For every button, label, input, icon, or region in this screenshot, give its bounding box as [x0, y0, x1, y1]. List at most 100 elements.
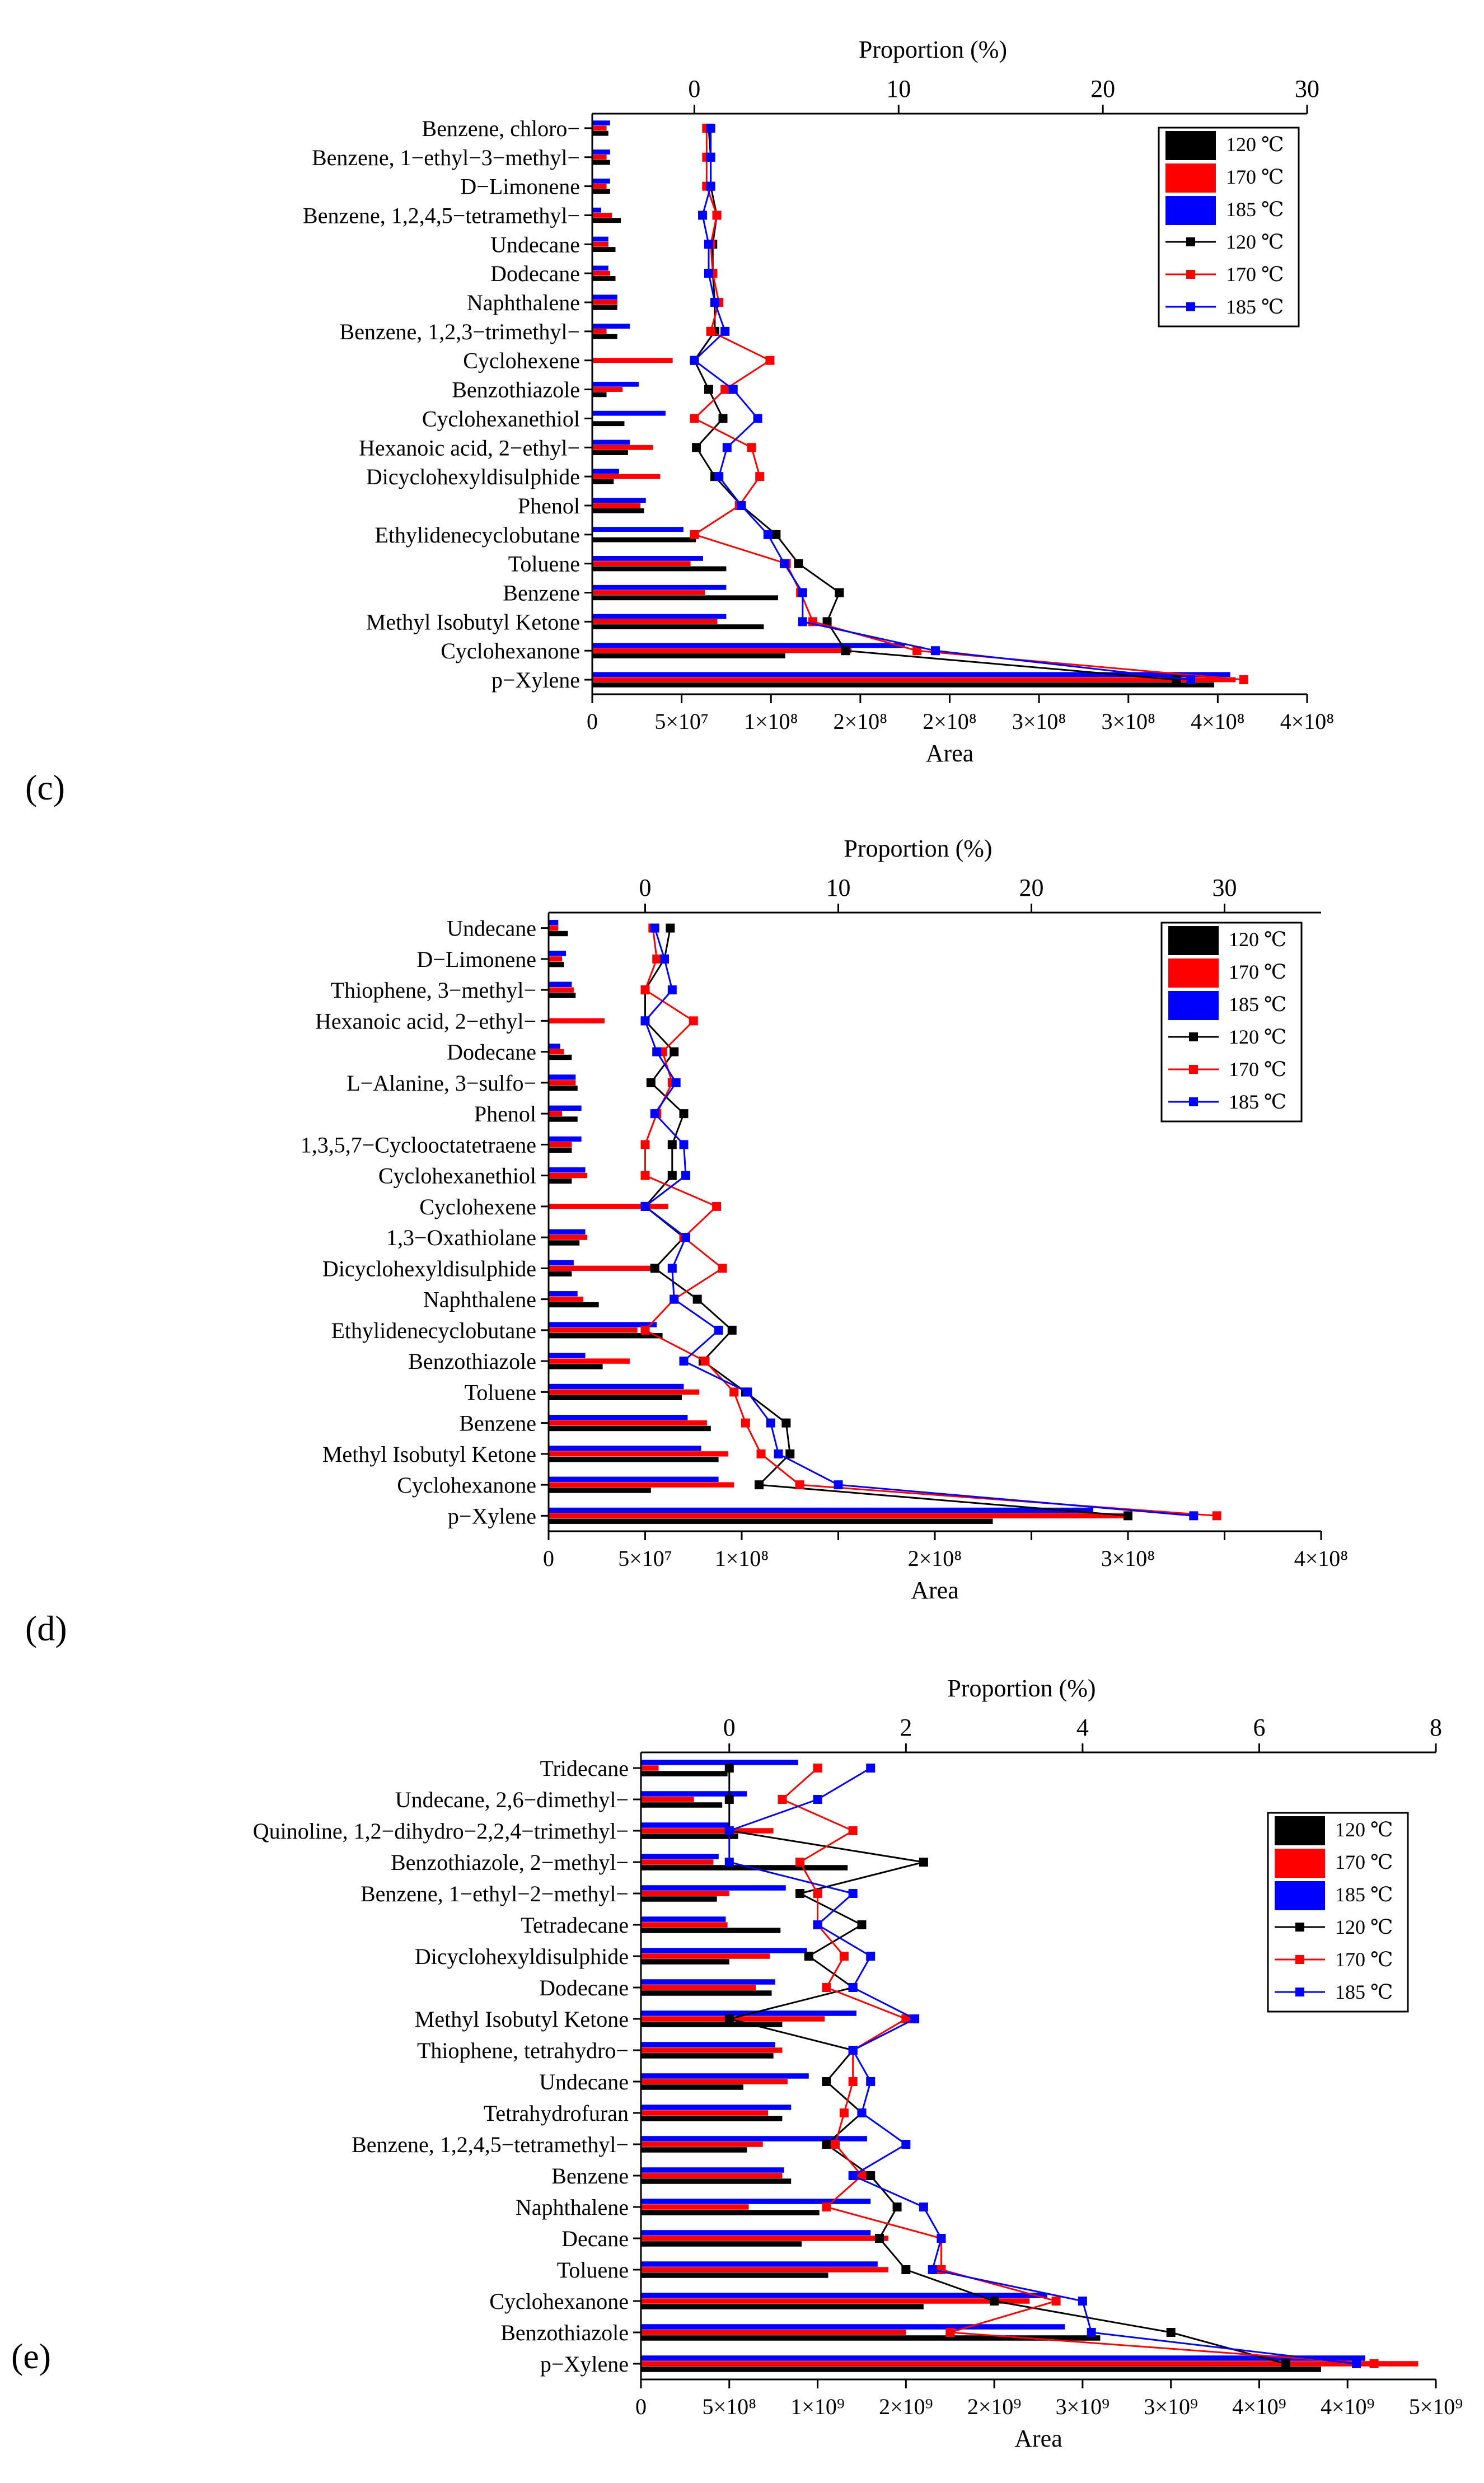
line-point-2-8 — [747, 443, 756, 452]
legend-swatch-marker — [1186, 237, 1195, 246]
legend-swatch-marker — [1295, 1988, 1304, 1996]
bar-120-7 — [592, 479, 614, 484]
category-label: Methyl Isobutyl Ketone — [366, 609, 580, 634]
bar-185-9 — [549, 1229, 586, 1235]
legend-swatch-marker — [1189, 1032, 1198, 1041]
line-point-3-19 — [866, 1764, 876, 1773]
legend-swatch-bar — [1275, 1816, 1325, 1845]
x2-tick-label: 0 — [639, 874, 652, 901]
legend-label: 185 ℃ — [1335, 1981, 1393, 2003]
line-point-1-10 — [704, 385, 713, 394]
category-label: Benzene, 1,2,4,5−tetramethyl− — [303, 203, 580, 228]
bar-120-4 — [549, 1395, 682, 1400]
line-point-2-10 — [720, 385, 730, 394]
bar-185-2 — [641, 2293, 1047, 2298]
legend-label: 185 ℃ — [1229, 993, 1286, 1016]
line-point-2-10 — [712, 1201, 722, 1211]
line-point-3-13 — [710, 298, 719, 307]
chart-panel-c: 0 5×10⁷ 1×10⁸ 2×10⁸ 2×10⁸ 3×10⁸ 3×10⁸ 4×10⁸ 4×10… — [25, 36, 1334, 807]
category-label: Dodecane — [447, 1040, 536, 1065]
legend-swatch-bar — [1168, 991, 1219, 1020]
bar-170-2 — [592, 619, 718, 624]
line-point-2-11 — [901, 2014, 911, 2023]
bar-185-13 — [549, 1105, 582, 1111]
x-tick-label: 1×10⁸ — [744, 709, 798, 734]
bar-185-19 — [641, 1760, 798, 1765]
bar-185-11 — [549, 1167, 586, 1173]
line-point-2-12 — [706, 326, 715, 336]
bar-120-1 — [592, 653, 785, 658]
line-point-2-0 — [1212, 1511, 1221, 1521]
legend-swatch-marker — [1189, 1065, 1198, 1074]
bar-185-6 — [592, 498, 646, 503]
bar-185-7 — [641, 2136, 867, 2141]
bar-185-16 — [641, 1854, 719, 1859]
line-point-1-16 — [919, 1858, 928, 1867]
line-point-1-6 — [727, 1325, 737, 1335]
legend-label: 170 ℃ — [1335, 1948, 1393, 1971]
bar-185-9 — [641, 2073, 809, 2079]
line-point-3-18 — [706, 152, 715, 162]
legend-box — [1158, 127, 1300, 328]
category-label: D−Limonene — [460, 174, 580, 199]
bar-185-2 — [549, 1446, 701, 1451]
line-point-3-16 — [640, 1016, 650, 1026]
bar-170-4 — [592, 561, 691, 567]
category-label: Cyclohexanethiol — [378, 1163, 536, 1189]
line-point-3-11 — [681, 1171, 690, 1180]
bar-120-10 — [641, 2053, 774, 2059]
line-point-1-13 — [679, 1109, 689, 1119]
line-point-1-12 — [667, 1140, 677, 1149]
line-point-3-17 — [667, 985, 677, 995]
bar-120-5 — [592, 537, 696, 543]
panel-label: (d) — [25, 1608, 67, 1648]
category-label: Benzene — [459, 1411, 536, 1436]
bar-185-2 — [592, 614, 727, 619]
line-point-3-14 — [813, 1920, 822, 1929]
line-point-3-15 — [652, 1047, 662, 1056]
line-point-2-1 — [912, 646, 922, 656]
bar-185-0 — [549, 1507, 1093, 1513]
x2-tick-label: 10 — [826, 874, 851, 901]
line-point-2-0 — [1369, 2359, 1379, 2368]
bar-170-7 — [549, 1296, 584, 1302]
legend-label: 185 ℃ — [1229, 1091, 1286, 1113]
category-label: Tetrahydrofuran — [484, 2101, 629, 2126]
legend-label: 120 ℃ — [1335, 1818, 1393, 1841]
line-point-1-3 — [901, 2265, 911, 2274]
legend-label: 120 ℃ — [1226, 231, 1284, 253]
line-point-1-4 — [794, 559, 803, 568]
bar-120-3 — [592, 595, 779, 601]
x-tick-label: 2×10⁹ — [967, 2394, 1022, 2419]
line-series-1 — [644, 928, 1129, 1517]
bar-120-13 — [641, 1959, 729, 1965]
bar-170-3 — [641, 2267, 888, 2272]
line-point-3-15 — [848, 1889, 858, 1898]
category-label: Phenol — [474, 1101, 536, 1126]
legend-label: 185 ℃ — [1226, 198, 1284, 221]
category-label: Undecane — [539, 2069, 629, 2094]
line-point-3-4 — [743, 1387, 752, 1397]
bar-120-9 — [592, 421, 625, 427]
x2-tick-label: 4 — [1076, 1714, 1089, 1741]
bar-185-4 — [549, 1383, 684, 1390]
bar-185-8 — [641, 2105, 792, 2110]
bar-170-18 — [592, 155, 607, 160]
line-point-1-15 — [670, 1047, 679, 1056]
x-tick-label: 0 — [587, 709, 598, 734]
line-point-2-16 — [689, 1016, 698, 1026]
legend-swatch-bar — [1165, 163, 1216, 193]
bar-185-17 — [641, 1822, 729, 1828]
line-series-1 — [728, 1768, 1286, 2365]
bar-120-5 — [641, 2210, 820, 2215]
legend-swatch-bar — [1165, 196, 1216, 225]
x-tick-label: 5×10⁷ — [618, 1546, 672, 1571]
bar-185-1 — [641, 2324, 1065, 2330]
bar-120-0 — [641, 2367, 1321, 2372]
bar-185-10 — [592, 381, 639, 387]
bar-120-18 — [549, 962, 564, 967]
bar-120-1 — [549, 1488, 651, 1493]
bar-120-14 — [641, 1928, 781, 1933]
bar-185-4 — [641, 2230, 871, 2236]
bar-170-16 — [592, 213, 612, 218]
